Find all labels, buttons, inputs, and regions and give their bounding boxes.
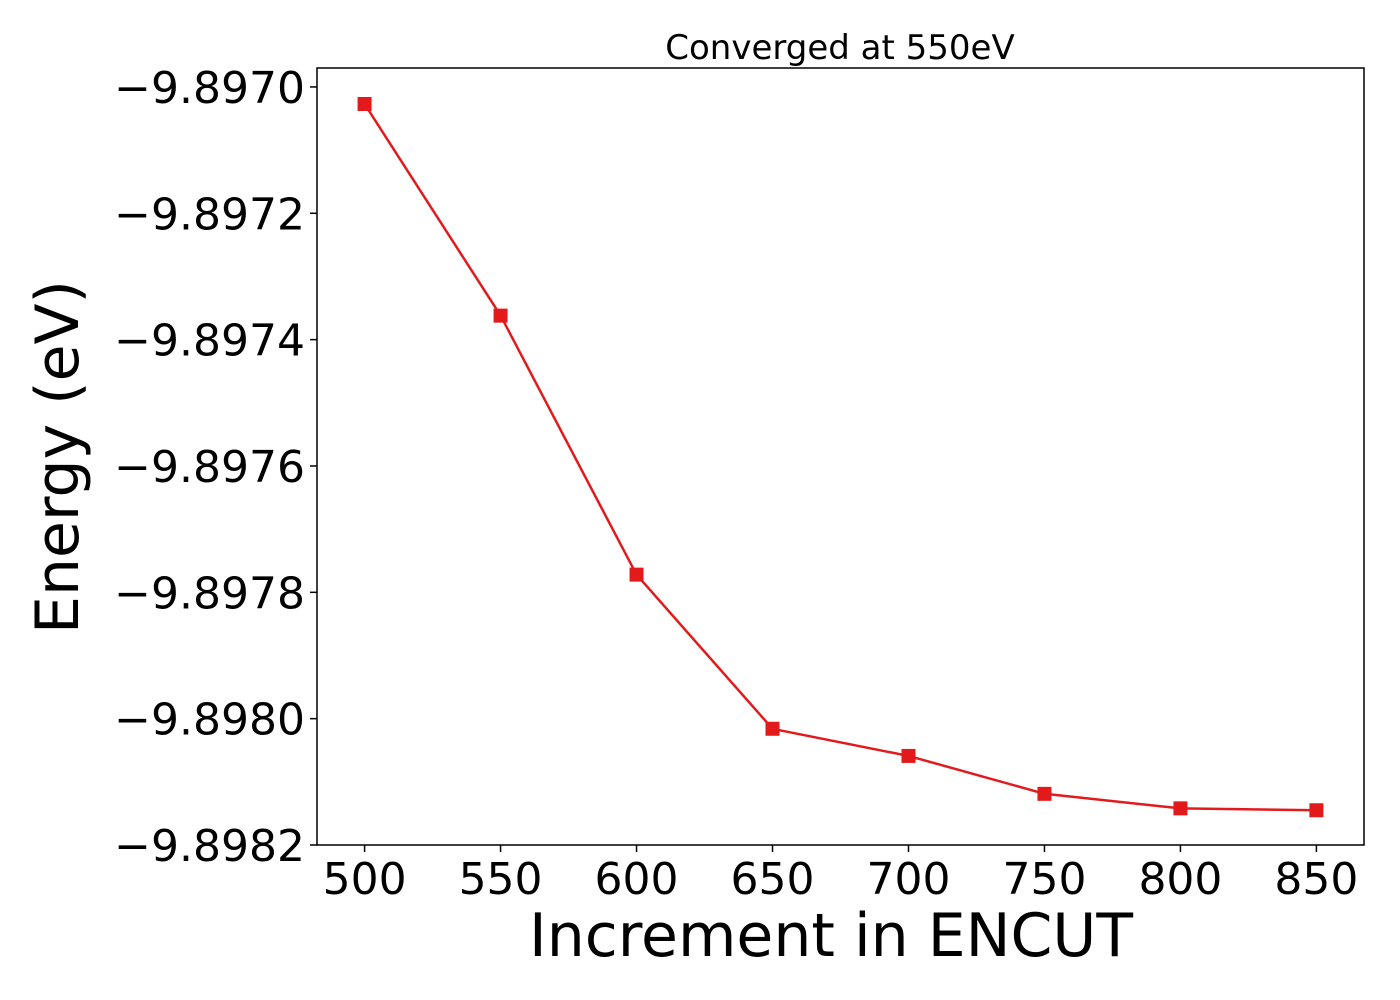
data-point — [629, 567, 644, 582]
y-tick-label: −9.8972 — [114, 189, 305, 240]
data-point — [1037, 786, 1052, 801]
y-axis-ticks: −9.8970 −9.8972 −9.8974 −9.8976 −9.8978 −9.89… — [114, 63, 317, 872]
y-tick-label: −9.8970 — [114, 63, 305, 114]
y-axis-label: Energy (eV) — [23, 280, 93, 634]
x-tick-label: 600 — [595, 854, 679, 905]
axes-frame — [316, 67, 1365, 846]
x-tick-label: 500 — [323, 854, 407, 905]
y-tick-label: −9.8976 — [114, 442, 305, 493]
data-point — [357, 97, 372, 112]
data-point — [765, 721, 780, 736]
chart-title: Converged at 550eV — [665, 28, 1014, 68]
data-point — [1173, 801, 1188, 816]
x-tick-label: 700 — [866, 854, 950, 905]
series-line — [363, 103, 1317, 812]
x-tick-label: 750 — [1002, 854, 1086, 905]
y-tick-label: −9.8974 — [114, 316, 305, 367]
data-point — [493, 308, 508, 323]
y-tick-label: −9.8982 — [114, 821, 305, 872]
data-point — [1309, 803, 1324, 818]
x-axis-label: Increment in ENCUT — [529, 901, 1133, 971]
y-tick-label: −9.8978 — [114, 568, 305, 619]
x-tick-label: 550 — [459, 854, 543, 905]
y-tick-label: −9.8980 — [114, 695, 305, 746]
x-tick-label: 800 — [1138, 854, 1222, 905]
data-point — [901, 748, 916, 763]
plot-area — [357, 97, 1324, 818]
x-axis-ticks: 500 550 600 650 700 750 800 850 — [323, 845, 1358, 905]
x-tick-label: 850 — [1274, 854, 1358, 905]
x-tick-label: 650 — [731, 854, 815, 905]
